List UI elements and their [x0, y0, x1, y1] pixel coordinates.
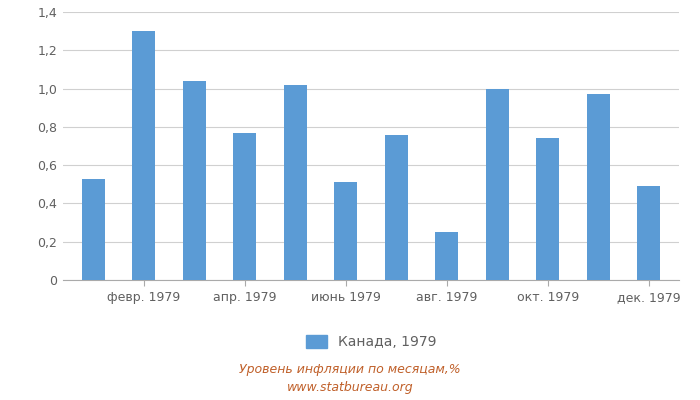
Bar [284, 85, 307, 280]
Bar [536, 138, 559, 280]
Legend: Канада, 1979: Канада, 1979 [306, 335, 436, 349]
Bar [233, 132, 256, 280]
Text: Уровень инфляции по месяцам,%: Уровень инфляции по месяцам,% [239, 364, 461, 376]
Bar [335, 182, 357, 280]
Bar [486, 88, 509, 280]
Text: www.statbureau.org: www.statbureau.org [287, 382, 413, 394]
Bar [435, 232, 458, 280]
Bar [587, 94, 610, 280]
Bar [385, 134, 407, 280]
Bar [82, 178, 105, 280]
Bar [637, 186, 660, 280]
Bar [132, 31, 155, 280]
Bar [183, 81, 206, 280]
